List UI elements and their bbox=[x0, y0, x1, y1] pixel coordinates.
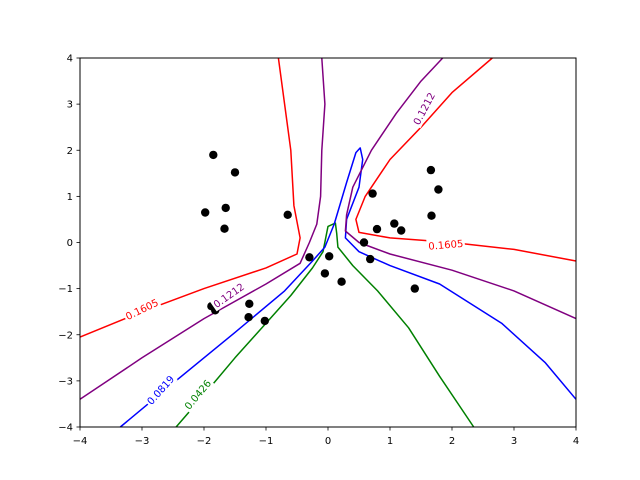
x-tick-label: −4 bbox=[73, 436, 88, 447]
y-tick-label: 1 bbox=[67, 192, 73, 203]
data-point bbox=[337, 277, 346, 286]
y-tick-label: 3 bbox=[67, 100, 73, 111]
data-point bbox=[325, 252, 334, 261]
contour-label-bg bbox=[408, 88, 439, 129]
data-point bbox=[244, 313, 253, 322]
data-point bbox=[221, 203, 230, 213]
contour-layer bbox=[79, 57, 577, 428]
data-point bbox=[359, 238, 369, 247]
y-tick-label: −2 bbox=[58, 330, 73, 341]
data-point bbox=[434, 185, 443, 194]
x-tick-label: −3 bbox=[135, 436, 150, 447]
data-point bbox=[220, 224, 229, 233]
contour-label-bg bbox=[121, 294, 162, 324]
x-tick-label: 1 bbox=[387, 436, 393, 447]
data-point bbox=[410, 284, 419, 293]
y-tick-label: −4 bbox=[58, 423, 73, 434]
data-point bbox=[426, 165, 436, 175]
contour-line-0.1605-2 bbox=[355, 57, 577, 262]
contour-label-bg bbox=[180, 375, 215, 414]
x-tick-label: 4 bbox=[573, 436, 579, 447]
contour-line-0.0426-1 bbox=[175, 222, 475, 428]
data-point bbox=[230, 168, 240, 177]
data-point bbox=[372, 224, 382, 234]
x-tick-label: 0 bbox=[325, 436, 331, 447]
data-point bbox=[390, 219, 399, 228]
point-layer bbox=[201, 150, 443, 326]
y-tick-label: 2 bbox=[67, 146, 73, 157]
plot-area bbox=[80, 58, 576, 427]
contour-label: 0.1605 bbox=[428, 239, 464, 253]
contour-label-bg bbox=[142, 371, 178, 409]
x-tick-label: −2 bbox=[197, 436, 212, 447]
data-point bbox=[209, 150, 218, 160]
data-point bbox=[320, 269, 330, 278]
y-tick-label: −1 bbox=[58, 284, 73, 295]
tick-layer: −4 −3 −2 −1 0 1 2 3 4 −4 −3 −2 −1 0 1 2 3 4 bbox=[58, 54, 579, 448]
data-point bbox=[305, 253, 314, 262]
data-point bbox=[397, 226, 406, 235]
y-tick-label: 0 bbox=[67, 238, 73, 249]
data-point bbox=[201, 208, 210, 217]
data-point bbox=[245, 299, 254, 308]
contour-line-0.0819-1 bbox=[119, 147, 577, 428]
data-point bbox=[368, 189, 377, 198]
data-point bbox=[366, 254, 375, 264]
data-point bbox=[283, 210, 292, 219]
contour-label-group: 0.1605 bbox=[426, 236, 466, 253]
contour-line-0.1212-1 bbox=[79, 57, 326, 400]
x-tick-label: −1 bbox=[259, 436, 274, 447]
x-tick-label: 3 bbox=[511, 436, 517, 447]
x-tick-label: 2 bbox=[449, 436, 455, 447]
contour-label-bg bbox=[209, 278, 248, 312]
data-point bbox=[260, 316, 269, 326]
data-point bbox=[427, 211, 436, 220]
y-tick-label: −3 bbox=[58, 376, 73, 387]
y-tick-label: 4 bbox=[67, 54, 73, 65]
contour-line-0.1212-2 bbox=[344, 57, 577, 320]
contour-line-0.1605-1 bbox=[79, 57, 301, 338]
contour-label-bg bbox=[426, 236, 466, 253]
